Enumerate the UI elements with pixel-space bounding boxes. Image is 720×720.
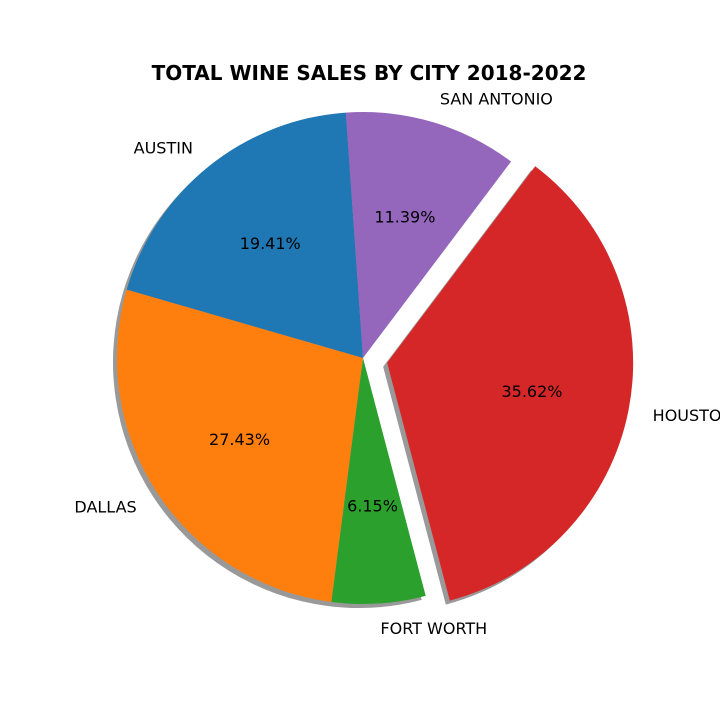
pie-slice-dallas [116,289,363,602]
slice-label-houston: HOUSTON [653,406,720,425]
pie-slice-fort-worth [331,358,426,604]
pie-slice-austin [126,112,363,358]
slice-labels: AUSTIN 19.41% DALLAS 27.43% FORT WORTH 6.15% H… [74,90,720,638]
chart-title: TOTAL WINE SALES BY CITY 2018-2022 [152,61,587,85]
slice-label-san-antonio: SAN ANTONIO [440,90,553,109]
slice-percent-houston: 35.62% [501,382,562,401]
pie-slices [116,112,634,604]
pie-slice-houston [387,166,634,601]
slice-label-dallas: DALLAS [74,497,136,516]
slice-percent-san-antonio: 11.39% [374,207,435,226]
slice-percent-austin: 19.41% [240,234,301,253]
pie-slice-san-antonio [345,112,512,359]
slice-label-austin: AUSTIN [134,139,193,158]
slice-percent-fort-worth: 6.15% [347,496,398,515]
slice-label-fort-worth: FORT WORTH [380,619,487,638]
slice-percent-dallas: 27.43% [209,430,270,449]
